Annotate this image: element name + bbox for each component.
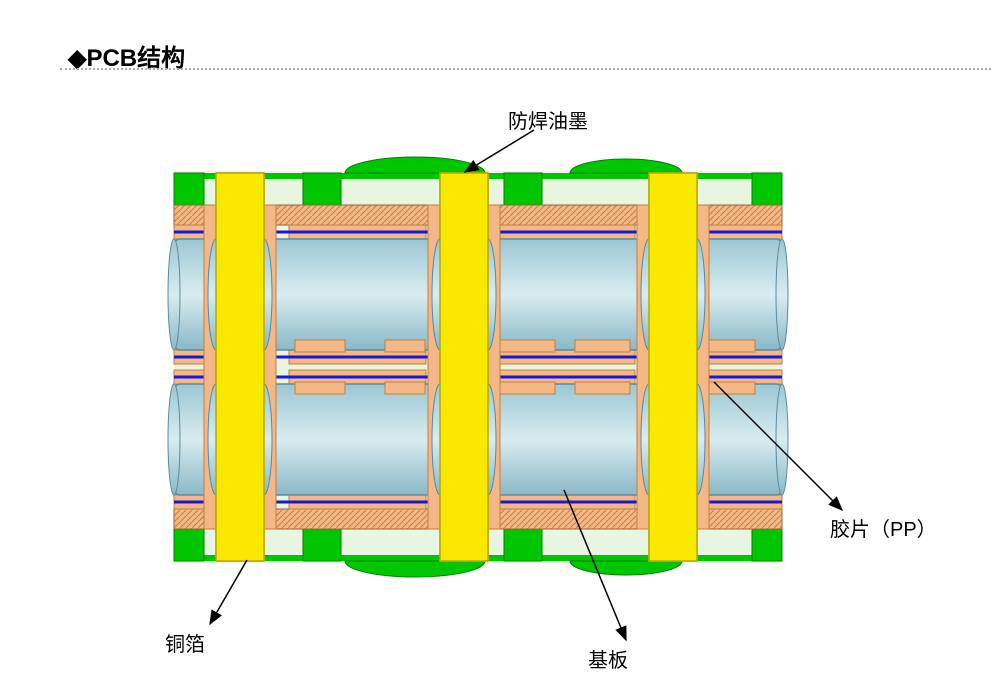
label-prepreg: 胶片（PP）	[830, 513, 937, 542]
label-substrate: 基板	[588, 644, 628, 673]
label-copper: 铜箔	[165, 628, 205, 657]
pcb-structure-diagram	[0, 0, 991, 670]
label-solder-mask: 防焊油墨	[508, 105, 588, 134]
